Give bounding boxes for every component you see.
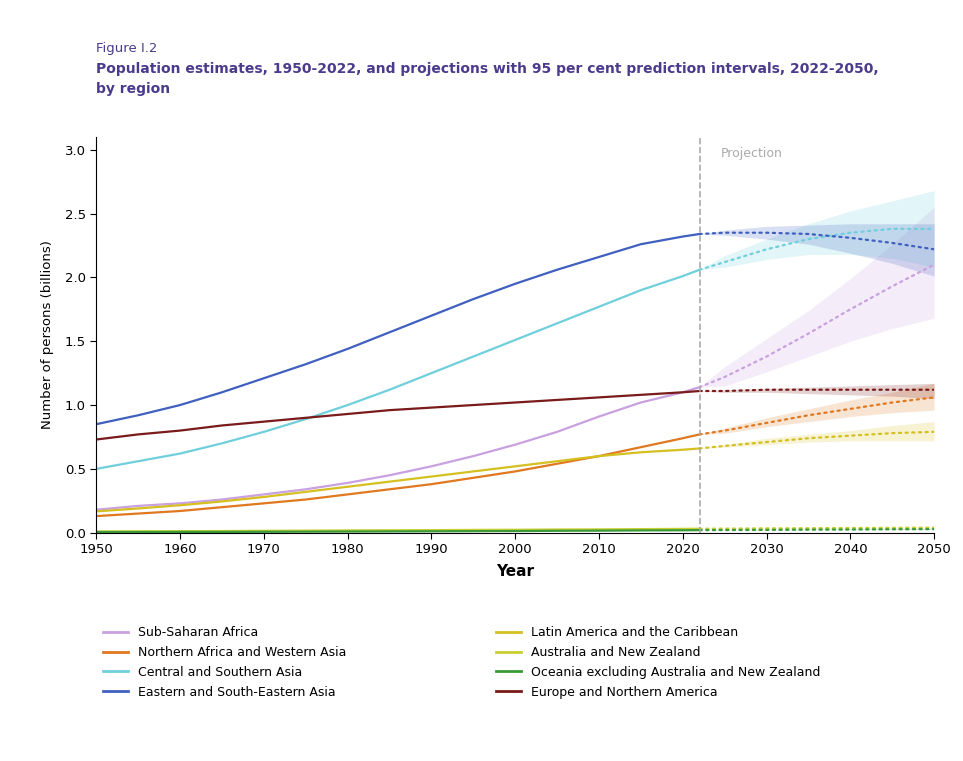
Y-axis label: Number of persons (billions): Number of persons (billions) bbox=[40, 240, 54, 429]
Text: by region: by region bbox=[96, 82, 170, 96]
Legend: Latin America and the Caribbean, Australia and New Zealand, Oceania excluding Au: Latin America and the Caribbean, Austral… bbox=[496, 626, 820, 699]
Text: Figure I.2: Figure I.2 bbox=[96, 42, 158, 55]
X-axis label: Year: Year bbox=[496, 565, 534, 579]
Text: Population estimates, 1950-2022, and projections with 95 per cent prediction int: Population estimates, 1950-2022, and pro… bbox=[96, 62, 879, 76]
Text: Projection: Projection bbox=[720, 147, 782, 161]
